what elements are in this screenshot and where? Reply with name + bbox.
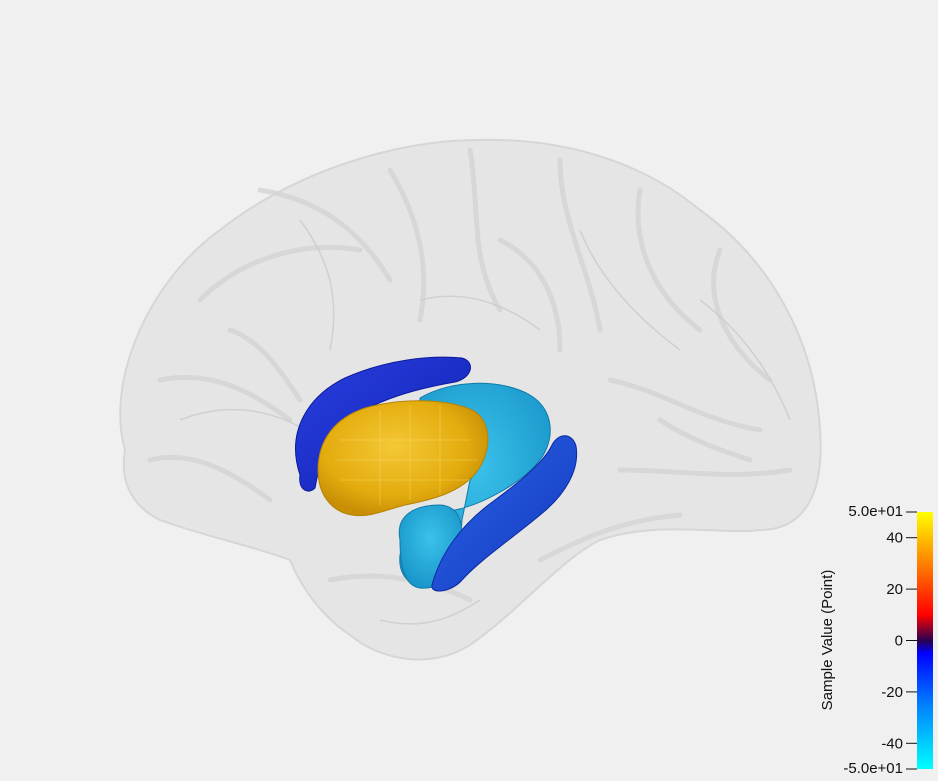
caudate-nucleus [295,356,471,492]
putamen-texture [335,405,478,505]
cortex-sulci [179,219,791,625]
subcortical-structures [295,356,578,592]
cortex-gyri [147,147,793,603]
hippocampus [431,435,578,592]
putamen [317,400,489,517]
